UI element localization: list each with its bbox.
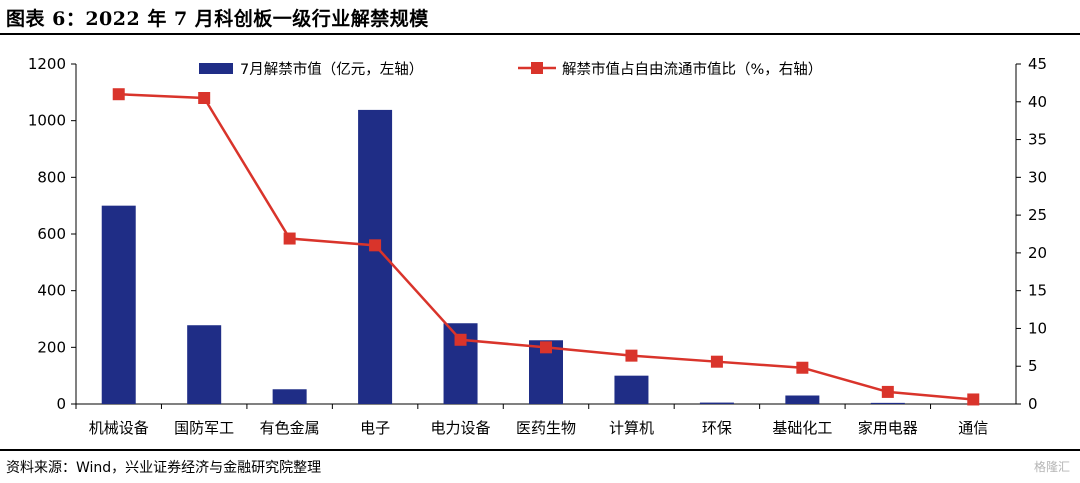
source-note: 资料来源：Wind，兴业证券经济与金融研究院整理: [6, 460, 322, 476]
category-label: 通信: [958, 419, 988, 437]
category-label: 机械设备: [89, 419, 149, 437]
category-label: 家用电器: [858, 419, 918, 437]
right-tick-label: 35: [1028, 131, 1047, 149]
line-point: [112, 88, 125, 101]
legend-bar-label: 7月解禁市值（亿元，左轴）: [240, 61, 423, 78]
top-rule: [0, 33, 1080, 35]
legend-line-label: 解禁市值占自由流通市值比（%，右轴）: [562, 61, 822, 78]
bar-series: [101, 109, 905, 405]
right-tick-label: 15: [1028, 282, 1047, 300]
bar: [614, 375, 649, 404]
combo-chart: 0 200 400 600 800 1000 1200 0 5 10 15 20 25 30 35 40 45 机…: [28, 55, 1047, 437]
line-point: [198, 92, 211, 104]
line-point: [881, 385, 894, 398]
left-tick-label: 1000: [28, 112, 66, 130]
right-tick-label: 25: [1028, 206, 1047, 224]
watermark: 格隆汇: [1033, 460, 1070, 474]
right-tick-label: 5: [1028, 357, 1038, 375]
bar: [699, 402, 734, 404]
bar: [272, 389, 307, 404]
legend: 7月解禁市值（亿元，左轴） 解禁市值占自由流通市值比（%，右轴）: [199, 61, 822, 78]
legend-line-marker: [531, 62, 543, 74]
bar: [870, 402, 905, 404]
category-label: 环保: [702, 419, 732, 437]
line-point: [710, 355, 723, 368]
chart-title: 图表 6：2022 年 7 月科创板一级行业解禁规模: [6, 8, 429, 30]
left-tick-label: 400: [37, 282, 66, 300]
right-tick-label: 40: [1028, 93, 1047, 111]
category-label: 电力设备: [431, 419, 491, 437]
left-tick-label: 0: [56, 395, 66, 413]
bar: [187, 325, 222, 404]
right-tick-label: 45: [1028, 55, 1047, 73]
bar: [785, 395, 820, 404]
left-tick-label: 800: [37, 168, 66, 186]
line-point: [967, 393, 980, 406]
category-label: 国防军工: [174, 419, 234, 437]
line-series: [112, 88, 980, 406]
left-tick-label: 200: [37, 338, 66, 356]
left-tick-label: 1200: [28, 55, 66, 73]
line-point: [625, 349, 638, 362]
line-point: [796, 361, 809, 374]
line-point: [283, 232, 296, 245]
right-tick-label: 10: [1028, 319, 1047, 337]
line-point: [369, 239, 382, 252]
category-label: 电子: [360, 419, 390, 437]
line-point: [454, 333, 467, 346]
legend-bar-swatch: [199, 63, 233, 74]
category-label: 基础化工: [772, 419, 832, 437]
category-label: 有色金属: [260, 419, 320, 437]
right-tick-label: 30: [1028, 168, 1047, 186]
bar: [101, 205, 136, 404]
line-point: [540, 341, 552, 354]
left-tick-label: 600: [37, 225, 66, 243]
category-label: 计算机: [609, 419, 654, 437]
bottom-rule: [0, 449, 1080, 451]
right-tick-label: 0: [1028, 395, 1038, 413]
category-label: 医药生物: [516, 419, 576, 437]
right-tick-label: 20: [1028, 244, 1047, 262]
